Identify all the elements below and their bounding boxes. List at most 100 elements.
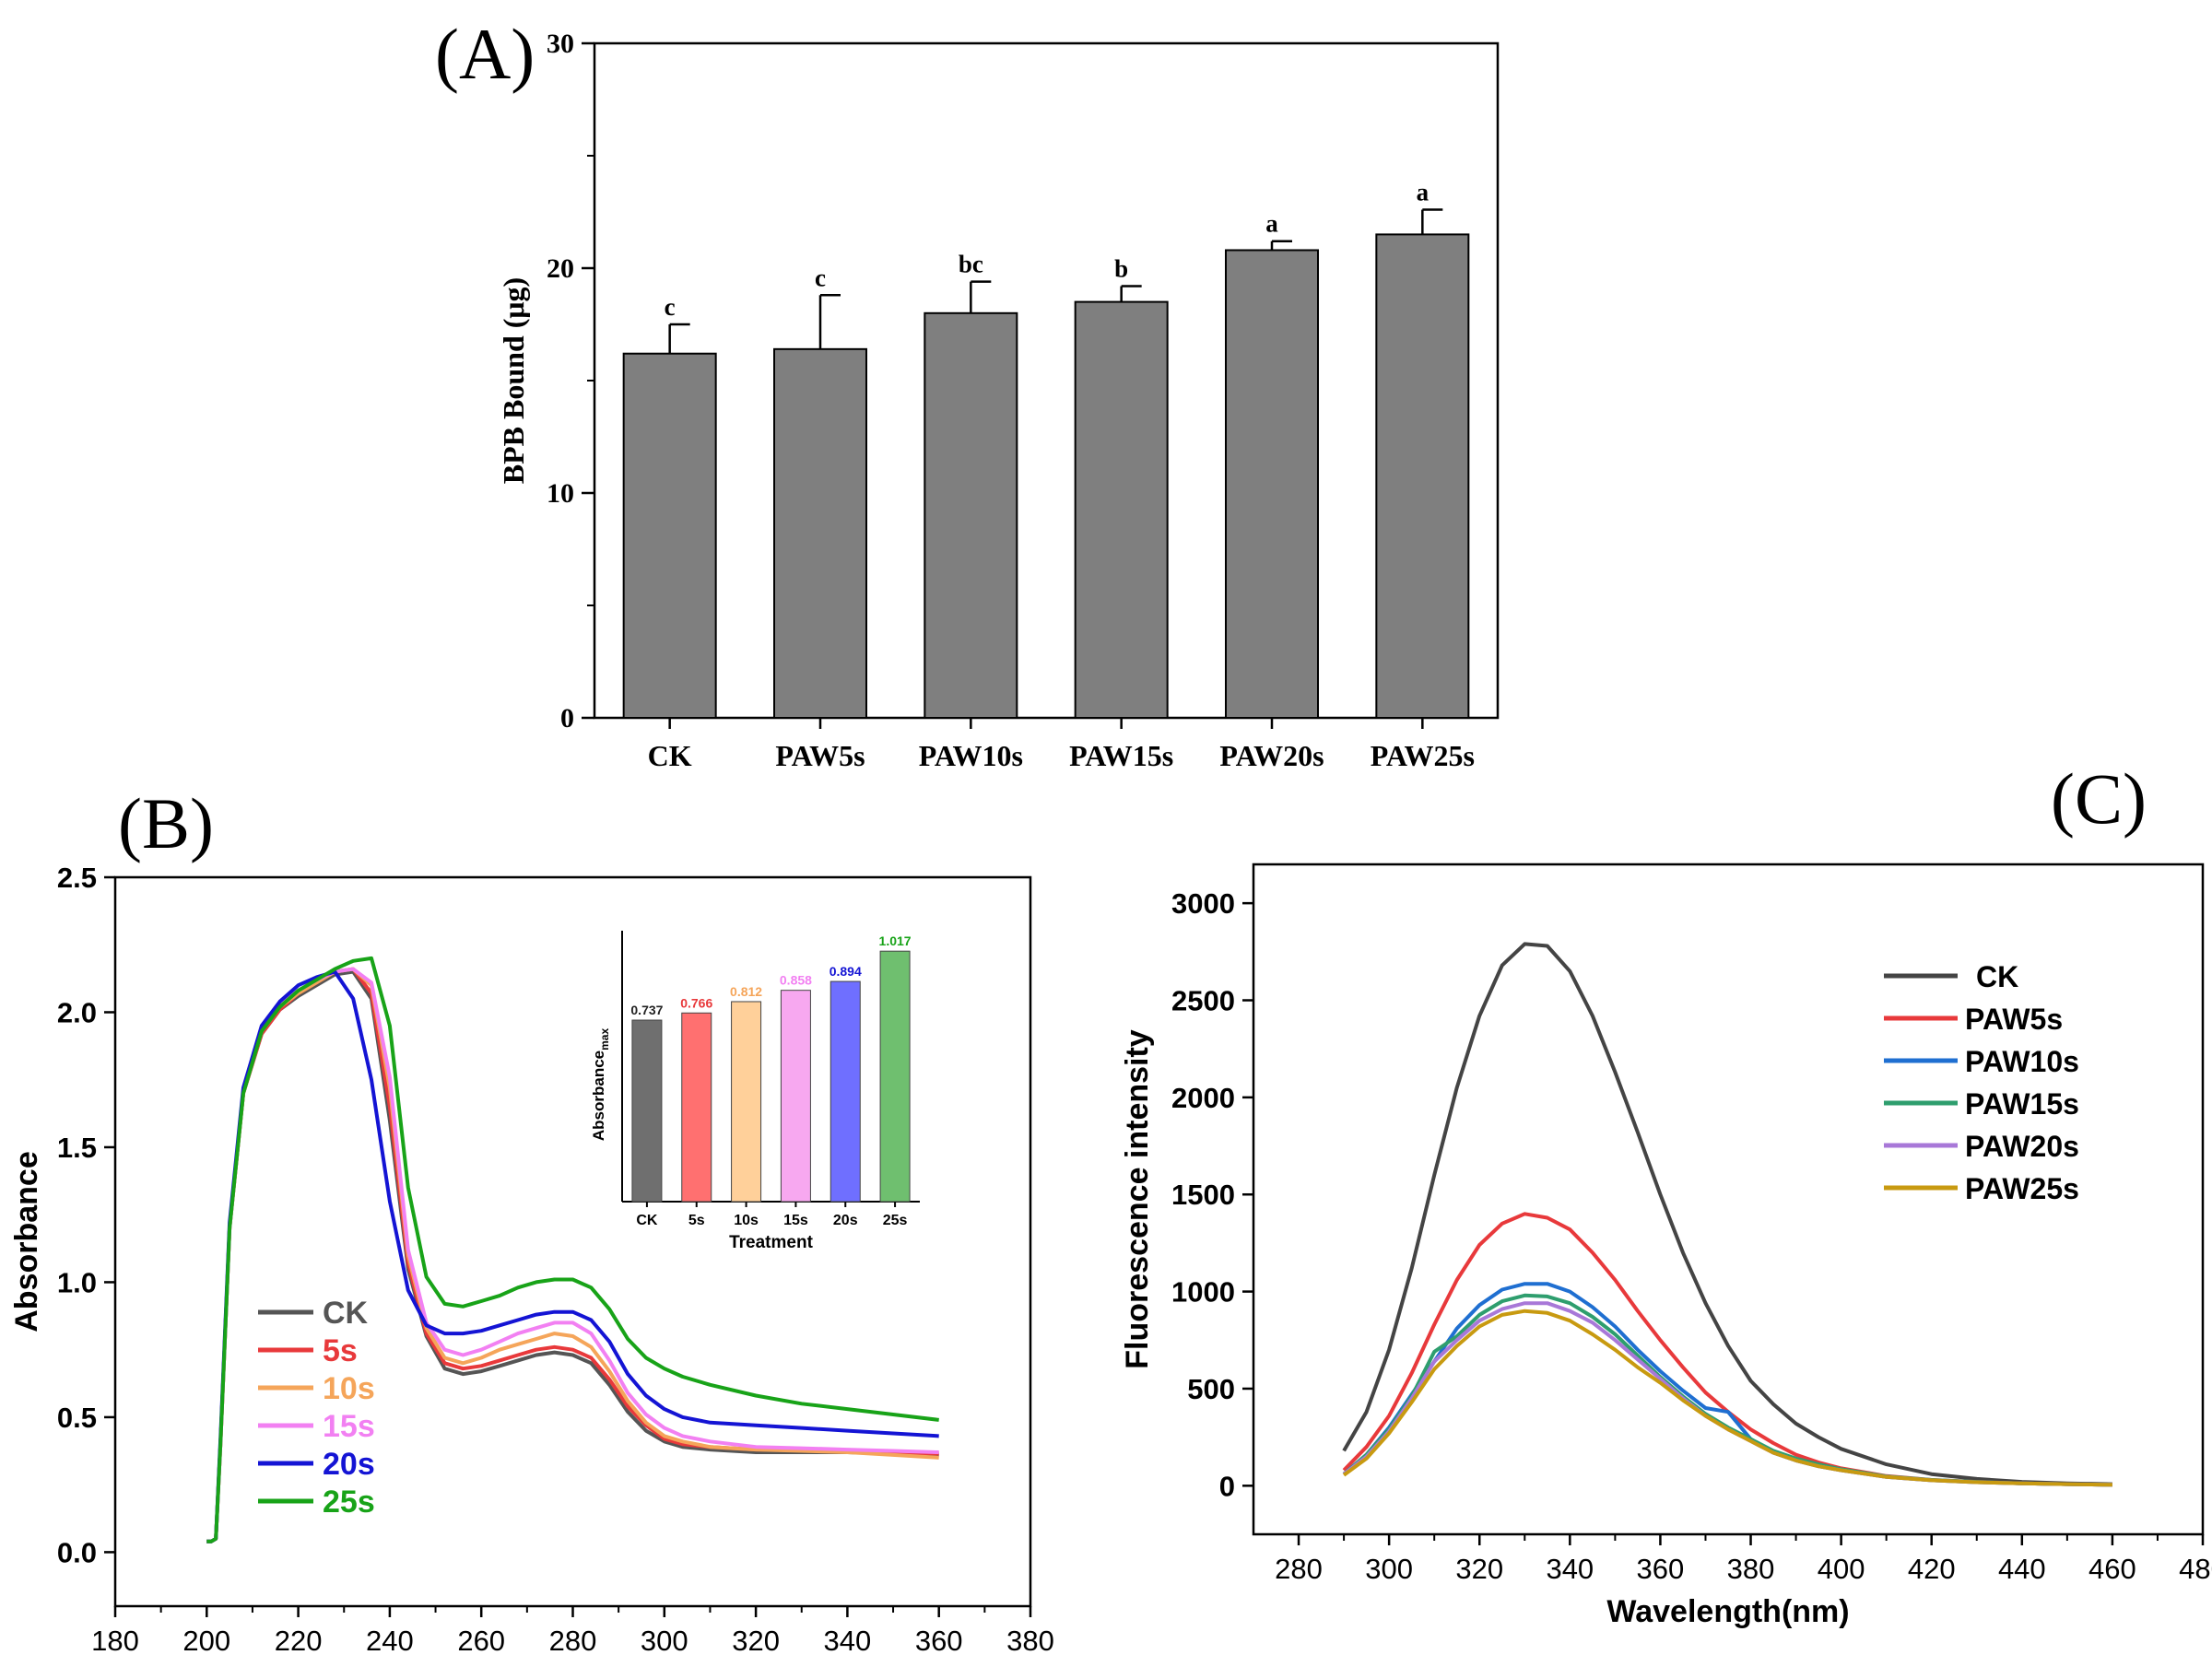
c-series-line-0 (1342, 942, 2112, 1486)
b-x-tick-label-7: 320 (732, 1625, 780, 1655)
panel-label-a: (A) (435, 14, 535, 94)
bar-a-1 (773, 347, 867, 719)
b-x-tick-label-10: 380 (1006, 1625, 1054, 1655)
c-legend-label-5: PAW25s (1965, 1172, 2079, 1205)
c-x-tick-label-2: 320 (1455, 1553, 1503, 1585)
b-legend-label-4: 20s (323, 1447, 375, 1482)
significance-letter-a-2: bc (959, 251, 983, 278)
b-series-line-2 (206, 967, 939, 1543)
panel-label-b: (B) (118, 783, 214, 863)
c-x-tick-label-1: 300 (1365, 1553, 1413, 1585)
panel-a: (A) 0 10 20 30 c CK c PAW5s bc PAW10s b PAW15s a PAW20… (435, 14, 1500, 772)
c-legend-label-0: CK (1976, 960, 2018, 993)
y-tick-label-a-2: 20 (547, 253, 574, 284)
b-legend-label-5: 25s (323, 1485, 375, 1520)
b-x-tick-label-3: 240 (366, 1625, 414, 1655)
c-legend-label-2: PAW10s (1965, 1045, 2079, 1078)
c-series-line-1 (1342, 1212, 2112, 1487)
b-x-tick-label-2: 220 (275, 1625, 323, 1655)
bar-a-3 (1074, 300, 1169, 719)
c-legend-label-3: PAW15s (1965, 1087, 2079, 1121)
x-tick-label-a-2: PAW10s (919, 739, 1023, 772)
c-x-tick-label-9: 460 (2088, 1553, 2136, 1585)
bar-a-4 (1225, 249, 1319, 719)
significance-letter-a-1: c (815, 264, 826, 291)
inset-bar-4 (830, 980, 861, 1203)
c-y-tick-label-6: 3000 (1171, 887, 1235, 920)
y-tick-label-a-1: 10 (547, 478, 574, 509)
inset-y-axis-label: Absorbancemax (590, 1028, 611, 1142)
inset-value-label-4: 0.894 (830, 964, 862, 979)
inset-bar-1 (681, 1012, 712, 1203)
b-series-line-3 (206, 967, 939, 1543)
y-tick-label-a-0: 0 (560, 703, 574, 734)
inset-value-label-3: 0.858 (780, 973, 812, 988)
b-x-tick-label-5: 280 (549, 1625, 597, 1655)
inset-bar-3 (780, 990, 811, 1203)
inset-y-axis-label-subscript: max (598, 1028, 611, 1051)
b-x-tick-label-0: 180 (91, 1625, 139, 1655)
panel-b: (B) 180 200 220 240 260 280 300 320 340 360 380 0.0 0… (9, 783, 1054, 1655)
x-tick-label-a-1: PAW5s (775, 739, 865, 772)
b-x-tick-label-9: 360 (915, 1625, 963, 1655)
c-legend-label-4: PAW20s (1965, 1130, 2079, 1163)
b-y-tick-label-5: 2.5 (57, 862, 97, 894)
c-y-tick-label-5: 2500 (1171, 985, 1235, 1017)
inset-x-tick-label-0: CK (636, 1213, 658, 1228)
c-y-tick-label-3: 1500 (1171, 1179, 1235, 1211)
significance-letter-a-3: b (1114, 255, 1128, 283)
inset-value-label-1: 0.766 (680, 995, 712, 1010)
c-x-axis-label: Wavelength(nm) (1606, 1594, 1849, 1629)
significance-letter-a-5: a (1417, 179, 1430, 206)
c-x-tick-label-6: 400 (1818, 1553, 1865, 1585)
inset-x-tick-label-4: 20s (833, 1213, 858, 1228)
inset-x-tick-label-3: 15s (783, 1213, 808, 1228)
b-series-line-1 (206, 967, 939, 1543)
c-plot-frame (1252, 863, 2205, 1536)
inset-bar-0 (631, 1019, 663, 1203)
significance-letter-a-0: c (665, 293, 676, 321)
y-axis-label-a: BPB Bound (μg) (497, 277, 530, 484)
significance-letter-a-4: a (1265, 210, 1278, 238)
c-series-line-4 (1342, 1301, 2112, 1487)
c-y-axis-label: Fluorescence intensity (1120, 1029, 1155, 1369)
inset-value-label-0: 0.737 (630, 1003, 663, 1017)
c-y-tick-label-1: 500 (1187, 1373, 1235, 1405)
panel-c: (C) 280 300 320 340 360 380 400 420 440 460 480 0 500… (1120, 758, 2212, 1629)
b-y-tick-label-2: 1.0 (57, 1266, 97, 1298)
c-series-line-5 (1342, 1309, 2112, 1487)
b-legend-label-1: 5s (323, 1333, 358, 1368)
inset-x-tick-label-5: 25s (883, 1213, 908, 1228)
c-y-tick-label-4: 2000 (1171, 1082, 1235, 1114)
b-x-tick-label-6: 300 (641, 1625, 688, 1655)
c-x-tick-label-0: 280 (1275, 1553, 1323, 1585)
b-series-line-5 (206, 956, 939, 1543)
c-x-tick-label-8: 440 (1998, 1553, 2046, 1585)
inset-y-axis-label-main: Absorbance (590, 1051, 607, 1141)
b-series-line-4 (206, 969, 939, 1543)
inset-x-tick-label-2: 10s (734, 1213, 759, 1228)
bar-a-0 (622, 352, 717, 719)
b-x-tick-label-8: 340 (824, 1625, 872, 1655)
inset-x-axis-label: Treatment (729, 1233, 813, 1252)
inset-x-tick-label-1: 5s (688, 1213, 705, 1228)
b-y-tick-label-4: 2.0 (57, 996, 97, 1028)
inset-value-label-5: 1.017 (879, 933, 912, 948)
c-series-line-2 (1342, 1282, 2112, 1487)
c-legend-label-1: PAW5s (1965, 1003, 2063, 1036)
bar-a-5 (1375, 233, 1470, 719)
b-y-tick-label-1: 0.5 (57, 1402, 97, 1434)
inset-bar-5 (879, 950, 911, 1203)
x-tick-label-a-0: CK (648, 739, 692, 772)
b-y-tick-label-0: 0.0 (57, 1536, 97, 1568)
b-legend-label-2: 10s (323, 1371, 375, 1406)
b-y-axis-label: Absorbance (9, 1151, 44, 1332)
b-x-tick-label-1: 200 (182, 1625, 230, 1655)
inset-bar-2 (731, 1001, 762, 1203)
b-x-tick-label-4: 260 (457, 1625, 505, 1655)
inset-value-label-2: 0.812 (730, 984, 762, 999)
x-tick-label-a-3: PAW15s (1069, 739, 1173, 772)
c-y-tick-label-0: 0 (1219, 1470, 1235, 1502)
b-y-tick-label-3: 1.5 (57, 1132, 97, 1164)
